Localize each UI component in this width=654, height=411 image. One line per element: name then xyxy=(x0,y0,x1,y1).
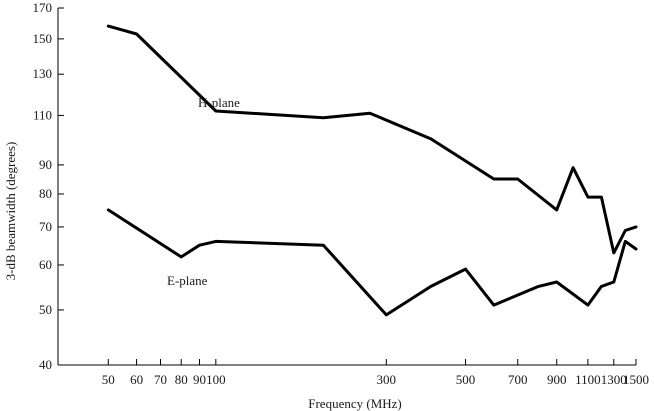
x-tick-label: 900 xyxy=(547,372,567,387)
y-tick-label: 90 xyxy=(39,157,52,172)
y-tick-label: 40 xyxy=(39,357,52,372)
y-tick-label: 150 xyxy=(33,31,53,46)
x-tick-label: 1300 xyxy=(601,372,627,387)
x-tick-label: 1500 xyxy=(623,372,649,387)
x-tick-label: 100 xyxy=(206,372,226,387)
y-tick-label: 170 xyxy=(33,0,53,15)
y-axis-title: 3-dB beamwidth (degrees) xyxy=(3,142,18,281)
x-axis-title: Frequency (MHz) xyxy=(308,396,402,411)
y-tick-label: 60 xyxy=(39,257,52,272)
x-tick-label: 90 xyxy=(193,372,206,387)
x-tick-label: 1100 xyxy=(575,372,601,387)
y-tick-label: 80 xyxy=(39,186,52,201)
series-line-h-plane xyxy=(106,24,638,255)
y-axis-ticks: 40 50 60 70 80 90 110 130 150 170 xyxy=(33,0,64,372)
x-tick-label: 70 xyxy=(154,372,167,387)
y-tick-label: 50 xyxy=(39,302,52,317)
series-label-h-plane: H-plane xyxy=(198,95,240,110)
series-lines xyxy=(106,24,638,317)
y-tick-label: 70 xyxy=(39,219,52,234)
x-tick-label: 700 xyxy=(508,372,528,387)
x-tick-label: 500 xyxy=(456,372,476,387)
x-tick-label: 60 xyxy=(130,372,143,387)
x-tick-label: 80 xyxy=(175,372,188,387)
x-tick-label: 300 xyxy=(377,372,397,387)
series-line-e-plane xyxy=(106,208,638,317)
x-tick-label: 50 xyxy=(102,372,115,387)
axes xyxy=(57,8,636,366)
y-tick-label: 110 xyxy=(33,107,52,122)
y-tick-label: 130 xyxy=(33,66,53,81)
series-label-e-plane: E-plane xyxy=(167,273,208,288)
